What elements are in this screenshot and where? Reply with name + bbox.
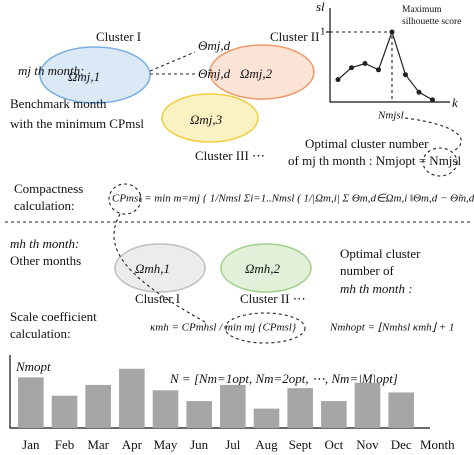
formula: CPmsl = min m=mj { 1/Nmsl Σi=1..Nmsl ( 1… — [112, 193, 474, 205]
highlight — [108, 183, 142, 215]
bar — [287, 388, 313, 428]
point — [349, 65, 354, 71]
cluster-ellipse — [114, 243, 206, 293]
bar — [388, 392, 414, 428]
x-tick-label: Jan — [22, 437, 40, 452]
axis-label: Nmopt — [15, 359, 51, 374]
point — [362, 61, 368, 66]
x-tick-label: Dec — [391, 437, 412, 452]
axis-label: k — [452, 95, 458, 110]
bar — [85, 384, 111, 428]
label: Other months — [10, 253, 81, 268]
x-tick-label: Oct — [324, 437, 343, 452]
x-tick-label: Sept — [289, 437, 313, 452]
link — [149, 51, 196, 75]
bar-chart: Nmopt N = [Nm=1opt, Nm=2opt, ⋯, Nm=|M|op… — [9, 355, 455, 452]
label: Optimal cluster number — [305, 136, 429, 151]
formula: Nmhopt = ⌊Nmhsl κmh⌋ + 1 — [329, 322, 454, 334]
y-tick-label: 1 — [320, 26, 326, 38]
annotation: silhouette score — [402, 17, 461, 27]
point — [335, 77, 341, 83]
label: Compactness — [14, 181, 83, 196]
label: Cluster II — [270, 29, 319, 44]
x-tick-label: Feb — [55, 437, 75, 452]
label: mh th month: — [10, 236, 79, 251]
cluster-ellipse — [161, 93, 259, 143]
x-tick-label: Nov — [356, 437, 379, 452]
bar — [253, 408, 280, 428]
guide — [330, 31, 393, 102]
axis — [329, 8, 450, 103]
label: Cluster I — [135, 291, 180, 306]
bar — [220, 384, 246, 428]
x-tick-label: Aug — [255, 437, 278, 452]
axis-label: Month — [420, 437, 455, 452]
highlight — [422, 147, 458, 177]
label: with the minimum CPmsl — [10, 116, 144, 131]
label: Θ̃mj,d — [198, 66, 231, 81]
annotation: Maximum — [402, 5, 442, 15]
label: Cluster I — [96, 29, 141, 44]
x-tick-label: Mar — [87, 437, 109, 452]
formula: N = [Nm=1opt, Nm=2opt, ⋯, Nm=|M|opt] — [169, 371, 398, 386]
label: Nmjsl — [377, 110, 404, 122]
formula: κmh = CPmhsl / min mj {CPmsl} — [150, 322, 297, 334]
x-tick-label: May — [154, 437, 178, 452]
label: mh th month : — [340, 281, 413, 296]
label: calculation: — [10, 326, 71, 341]
label: Ωmj,2 — [240, 66, 273, 81]
label: Cluster III ⋯ — [195, 148, 265, 163]
point — [403, 72, 408, 78]
label: Ωmj,3 — [190, 112, 223, 127]
bar — [18, 377, 44, 428]
bar — [119, 368, 145, 428]
link — [113, 213, 206, 323]
axis-label: sl — [316, 0, 325, 14]
x-tick-label: Jun — [190, 437, 209, 452]
bar — [354, 382, 381, 428]
label: Cluster II ⋯ — [240, 291, 306, 306]
label: Θmj,d — [198, 38, 231, 53]
cluster-ellipse — [220, 243, 312, 293]
point — [416, 89, 422, 95]
label: number of — [340, 263, 394, 278]
label: Ωmh,2 — [245, 261, 281, 276]
x-tick-label: Apr — [122, 437, 143, 452]
bar — [152, 390, 179, 428]
silhouette-plot: sl k Maximum silhouette score Nmjsl 1 — [316, 0, 461, 122]
bar — [51, 395, 78, 428]
label: of mj th month : Nmjopt = Nmjsl — [288, 153, 461, 168]
label: mj th month: — [18, 63, 84, 78]
point — [376, 67, 381, 73]
x-tick-label: Jul — [225, 437, 241, 452]
highlight — [224, 312, 306, 344]
point — [430, 97, 435, 103]
bar — [321, 401, 347, 428]
bar — [186, 401, 212, 428]
cluster-ellipse — [209, 44, 315, 100]
label: Ωmj,1 — [68, 69, 100, 84]
label: Benchmark month — [10, 96, 107, 111]
label: calculation: — [14, 198, 75, 213]
label: Optimal cluster — [340, 246, 421, 261]
label: Ωmh,1 — [135, 261, 170, 276]
cluster-ellipse — [39, 46, 151, 104]
label: Scale coefficient — [10, 309, 97, 324]
